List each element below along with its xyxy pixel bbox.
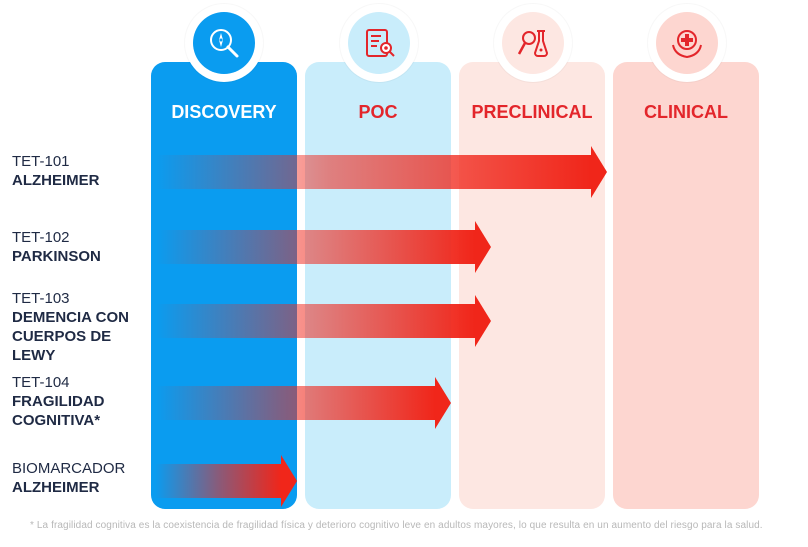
flask-microscope-icon <box>502 12 564 74</box>
progress-arrow-tet-103 <box>155 295 491 347</box>
phase-column-poc: POC <box>305 62 451 509</box>
program-name: FRAGILIDAD <box>12 393 105 410</box>
preclinical-badge <box>494 4 572 82</box>
program-name: ALZHEIMER <box>12 172 100 189</box>
progress-arrow-tet-101 <box>155 146 607 198</box>
discovery-badge <box>185 4 263 82</box>
progress-arrow-tet-104 <box>155 377 451 429</box>
program-name: COGNITIVA* <box>12 412 101 429</box>
phase-title-preclinical: PRECLINICAL <box>471 102 593 122</box>
compass-search-icon <box>193 12 255 74</box>
program-name: DEMENCIA CON <box>12 309 129 326</box>
program-name: CUERPOS DE <box>12 328 112 345</box>
program-code: TET-103 <box>12 290 70 307</box>
program-label-tet-101: TET-101 ALZHEIMER <box>12 152 100 190</box>
program-name: PARKINSON <box>12 248 101 265</box>
footnote: * La fragilidad cognitiva es la coexiste… <box>30 520 763 531</box>
program-label-tet-103: TET-103 DEMENCIA CON CUERPOS DE LEWY <box>12 289 129 365</box>
program-name: LEWY <box>12 347 56 364</box>
hands-medical-cross-icon <box>656 12 718 74</box>
poc-badge <box>340 4 418 82</box>
progress-arrow-tet-102 <box>155 221 491 273</box>
program-label-biomarcador: BIOMARCADOR ALZHEIMER <box>12 459 125 497</box>
program-label-tet-104: TET-104 FRAGILIDAD COGNITIVA* <box>12 373 105 430</box>
phase-title-poc: POC <box>358 102 398 122</box>
program-code: TET-101 <box>12 153 70 170</box>
document-eye-icon <box>348 12 410 74</box>
program-code: BIOMARCADOR <box>12 460 126 477</box>
progress-arrow-biomarcador <box>155 455 297 507</box>
clinical-badge <box>648 4 726 82</box>
phase-title-clinical: CLINICAL <box>644 102 728 122</box>
phase-column-clinical: CLINICAL <box>613 62 759 509</box>
phase-column-discovery: DISCOVERY <box>151 62 297 509</box>
program-code: TET-104 <box>12 374 70 391</box>
program-code: TET-102 <box>12 229 70 246</box>
program-label-tet-102: TET-102 PARKINSON <box>12 228 101 266</box>
program-name: ALZHEIMER <box>12 479 100 496</box>
phase-column-preclinical: PRECLINICAL <box>459 62 605 509</box>
phase-title-discovery: DISCOVERY <box>171 102 277 122</box>
